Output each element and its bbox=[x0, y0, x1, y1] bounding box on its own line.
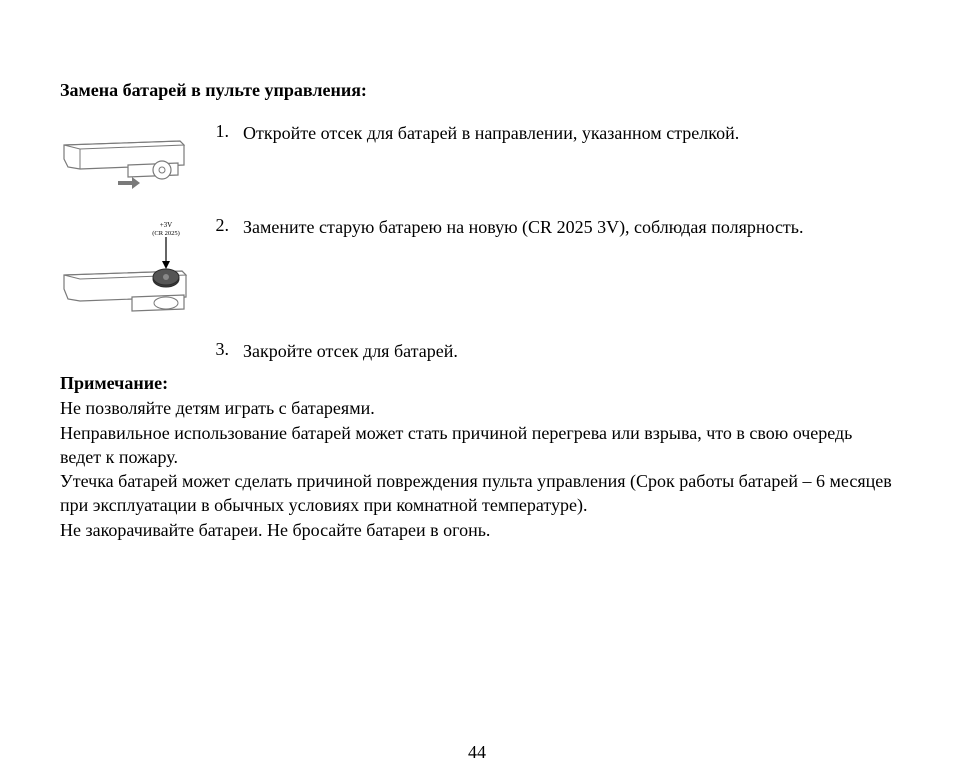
note-line-2: Неправильное использование батарей может… bbox=[60, 421, 894, 470]
battery-insert-icon: +3V (CR 2025) bbox=[60, 217, 200, 327]
step-3-illustration-placeholder bbox=[60, 337, 205, 341]
section-heading: Замена батарей в пульте управления: bbox=[60, 80, 894, 101]
step-1-number: 1. bbox=[205, 121, 243, 142]
step-3-text-wrap: 3. Закройте отсек для батарей. bbox=[205, 337, 894, 363]
step-3-row: 3. Закройте отсек для батарей. bbox=[60, 337, 894, 363]
svg-text:+3V: +3V bbox=[160, 221, 173, 229]
svg-text:(CR 2025): (CR 2025) bbox=[152, 230, 180, 237]
step-2-illustration: +3V (CR 2025) bbox=[60, 213, 205, 327]
note-heading: Примечание: bbox=[60, 373, 894, 394]
step-2-text: Замените старую батарею на новую (CR 202… bbox=[243, 215, 894, 239]
page-number: 44 bbox=[0, 742, 954, 763]
step-3-number: 3. bbox=[205, 339, 243, 360]
note-line-3: Утечка батарей может сделать причиной по… bbox=[60, 469, 894, 518]
step-1-text-wrap: 1. Откройте отсек для батарей в направле… bbox=[205, 119, 894, 145]
step-1-row: 1. Откройте отсек для батарей в направле… bbox=[60, 119, 894, 203]
step-1-illustration bbox=[60, 119, 205, 203]
note-line-1: Не позволяйте детям играть с батареями. bbox=[60, 396, 894, 420]
step-3-text: Закройте отсек для батарей. bbox=[243, 339, 894, 363]
step-2-text-wrap: 2. Замените старую батарею на новую (CR … bbox=[205, 213, 894, 239]
step-2-row: +3V (CR 2025) 2. Замените старую батарею… bbox=[60, 213, 894, 327]
note-line-4: Не закорачивайте батареи. Не бросайте ба… bbox=[60, 518, 894, 542]
step-2-number: 2. bbox=[205, 215, 243, 236]
step-1-text: Откройте отсек для батарей в направлении… bbox=[243, 121, 894, 145]
remote-open-tray-icon bbox=[60, 123, 200, 203]
